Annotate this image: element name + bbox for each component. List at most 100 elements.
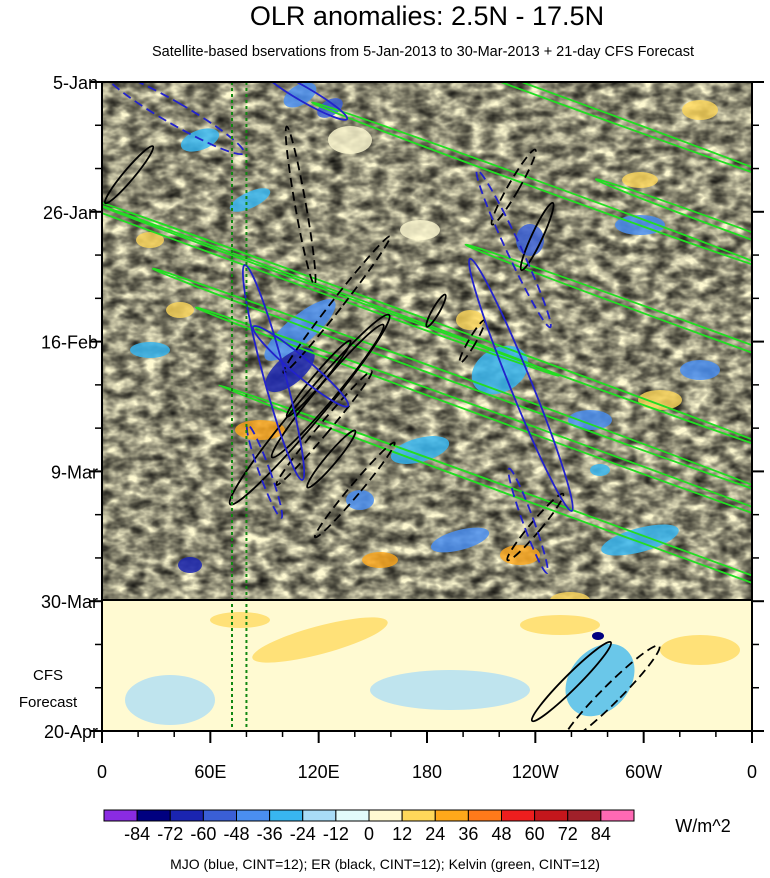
colorbar-swatch	[269, 809, 304, 822]
colorbar-label: -60	[190, 824, 216, 844]
colorbar-swatch	[236, 809, 271, 822]
forecast-patch	[252, 617, 388, 663]
olr-field	[102, 82, 752, 731]
er-contour	[425, 293, 447, 328]
colorbar-swatch	[302, 809, 337, 822]
x-tick-label: 120E	[298, 762, 340, 782]
colorbar-swatch	[169, 809, 204, 822]
er-contour	[561, 644, 661, 731]
colorbar-label: -72	[157, 824, 183, 844]
convective-patch	[229, 188, 271, 212]
x-axis-labels: 0 60E 120E 180 120W 60W 0	[97, 762, 757, 782]
er-contour	[530, 640, 613, 723]
colorbar-swatch	[335, 809, 370, 822]
convective-patch	[590, 464, 610, 476]
mjo-contour	[252, 325, 350, 408]
y-tick-label: 26-Jan	[43, 203, 98, 223]
chart-subtitle: Satellite-based bservations from 5-Jan-2…	[152, 44, 694, 60]
convective-patch	[430, 527, 490, 553]
y-tick-label: 30-Mar	[41, 592, 98, 612]
suppressed-patch	[456, 310, 484, 330]
suppressed-patch	[622, 172, 658, 188]
colorbar-label: -84	[124, 824, 150, 844]
convective-patch	[568, 410, 612, 430]
forecast-patch	[370, 670, 530, 710]
convective-patch	[130, 342, 170, 358]
colorbar-label: -12	[323, 824, 349, 844]
y-tick-label: 20-Apr	[44, 722, 98, 742]
mjo-contour	[103, 82, 245, 156]
kelvin-contour	[194, 306, 752, 563]
mjo-contour	[241, 264, 306, 481]
colorbar-swatch	[501, 809, 536, 822]
colorbar-swatch	[401, 809, 436, 822]
colorbar-label: 12	[392, 824, 412, 844]
colorbar-swatch	[434, 809, 469, 822]
colorbar-label: 48	[491, 824, 511, 844]
x-tick-label: 60E	[194, 762, 226, 782]
kelvin-contour	[102, 121, 560, 377]
mjo-contour	[245, 423, 284, 519]
mjo-contour	[475, 169, 552, 329]
mjo-contour	[468, 257, 574, 512]
colorbar-swatch	[600, 809, 635, 822]
colorbar-label: 24	[425, 824, 445, 844]
colorbar-swatch	[103, 809, 138, 822]
convective-patch	[601, 524, 679, 556]
x-tick-label: 0	[97, 762, 107, 782]
kelvin-contour	[594, 178, 752, 308]
er-contour	[103, 145, 155, 205]
x-tick-label: 0	[747, 762, 757, 782]
colorbar: -84 -72 -60 -48 -36 -24 -12 0 12 24 36 48 60 72 84	[103, 809, 635, 844]
forecast-label-line1: CFS	[33, 667, 63, 684]
y-tick-label: 5-Jan	[53, 73, 98, 93]
convective-patch	[178, 557, 202, 573]
contour-caption: MJO (blue, CINT=12); ER (black, CINT=12)…	[170, 856, 600, 872]
er-contour	[284, 125, 317, 286]
er-contour	[282, 235, 392, 374]
colorbar-label: 60	[525, 824, 545, 844]
mjo-contour	[260, 82, 349, 121]
er-contour	[275, 370, 373, 486]
colorbar-swatch	[534, 809, 569, 822]
forecast-patch	[125, 675, 215, 725]
convective-patch	[680, 360, 720, 380]
suppressed-patch	[328, 126, 372, 154]
suppressed-patch	[166, 302, 194, 318]
forecast-label-line2: Forecast	[19, 694, 78, 711]
colorbar-label: 72	[558, 824, 578, 844]
suppressed-patch	[682, 100, 718, 120]
colorbar-label: -36	[257, 824, 283, 844]
colorbar-label: 84	[591, 824, 611, 844]
colorbar-swatch	[368, 809, 403, 822]
forecast-patch	[210, 612, 270, 628]
suppressed-patch	[500, 545, 540, 565]
y-axis-labels: 5-Jan 26-Jan 16-Feb 9-Mar 30-Mar 20-Apr	[41, 73, 98, 742]
mjo-contour	[507, 467, 549, 575]
er-contour	[313, 441, 396, 539]
x-tick-label: 120W	[512, 762, 559, 782]
suppressed-patch	[638, 390, 682, 410]
colorbar-units: W/m^2	[675, 816, 730, 836]
colorbar-label: -24	[290, 824, 316, 844]
kelvin-contour	[311, 101, 752, 273]
forecast-patch	[520, 615, 600, 635]
field-cool-texture	[102, 82, 752, 600]
er-contour	[285, 339, 352, 418]
colorbar-swatch	[202, 809, 237, 822]
kelvin-contour	[464, 243, 752, 415]
colorbar-swatch	[567, 809, 602, 822]
axis-ticks	[90, 81, 764, 743]
kelvin-contour	[291, 82, 752, 194]
er-contour	[506, 492, 565, 562]
colorbar-label: 0	[364, 824, 374, 844]
convective-patch	[346, 490, 374, 510]
colorbar-label: -48	[223, 824, 249, 844]
reference-lines	[231, 82, 248, 731]
x-tick-label: 60W	[625, 762, 662, 782]
y-tick-label: 16-Feb	[41, 333, 98, 353]
forecast-patch	[660, 635, 740, 665]
chart-title: OLR anomalies: 2.5N - 17.5N	[250, 1, 604, 31]
suppressed-patch	[400, 220, 440, 240]
suppressed-patch	[136, 232, 164, 248]
